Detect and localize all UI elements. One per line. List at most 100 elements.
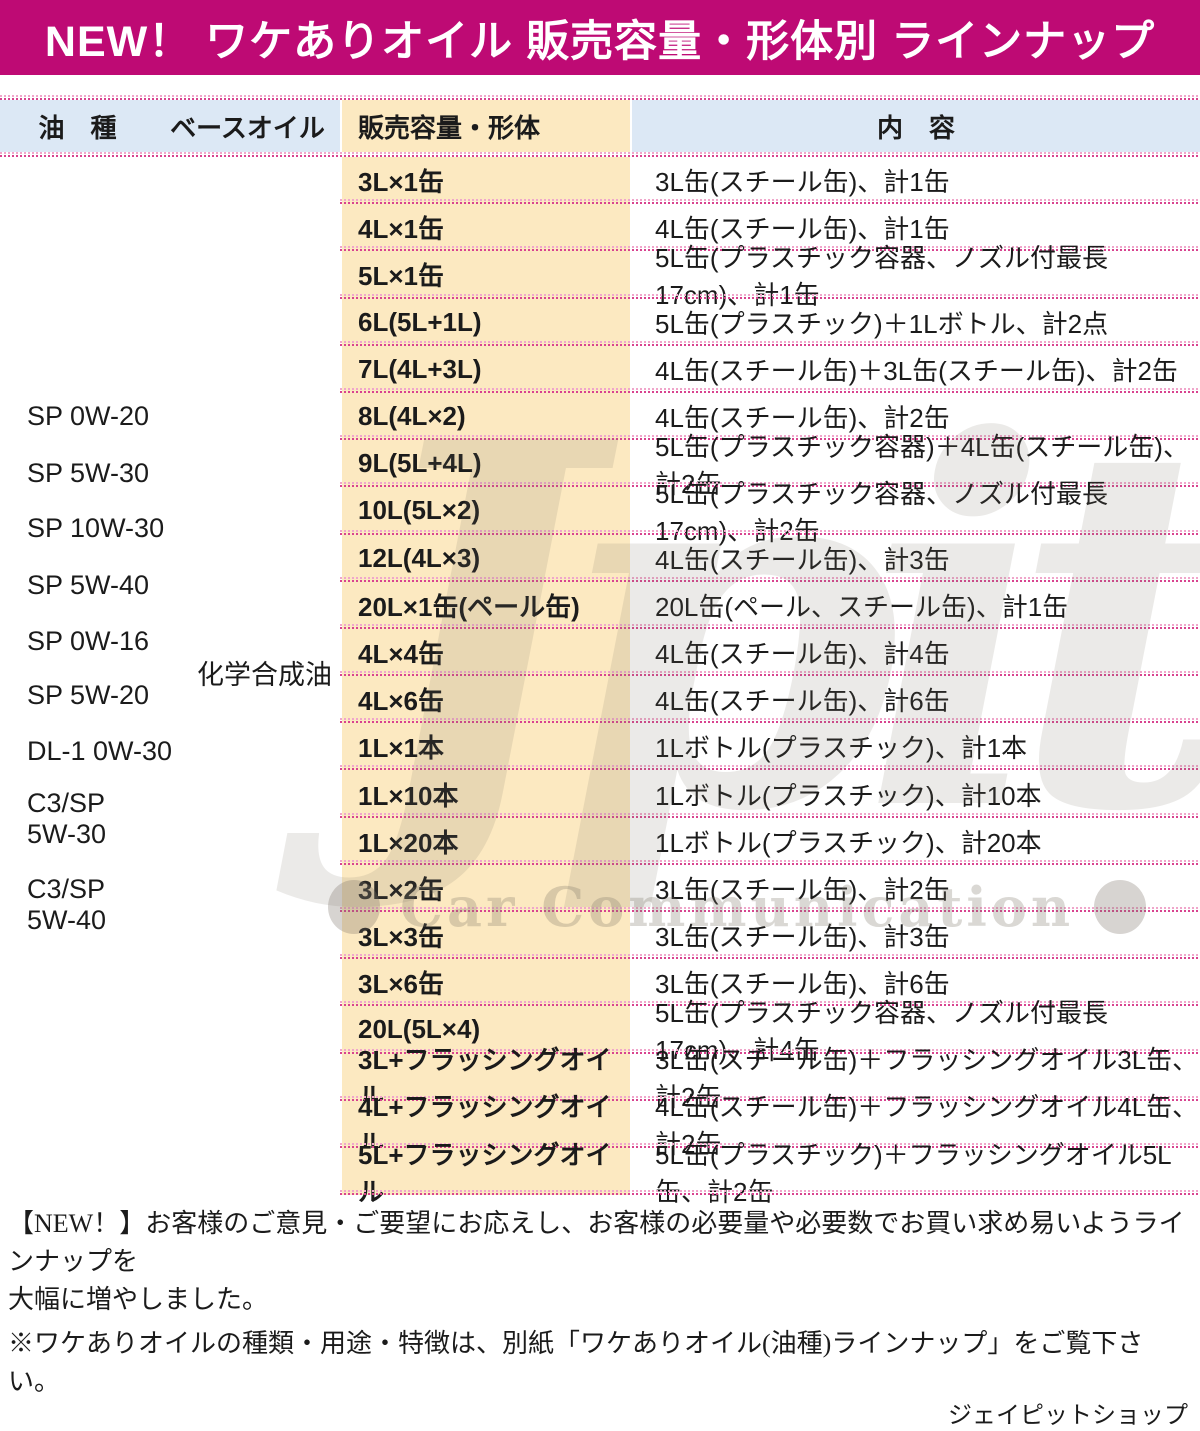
row-separator xyxy=(340,576,1200,582)
oil-type-item: SP 5W-20 xyxy=(27,680,150,710)
volume-form-cell: 3L×1缶 xyxy=(340,157,632,205)
table-row: 4L×4缶 4L缶(スチール缶)、計4缶 xyxy=(340,628,1200,677)
column-header-contents: 内 容 xyxy=(632,100,1200,152)
table-header-row: 油 種 ベースオイル 販売容量・形体 内 容 xyxy=(0,100,1200,152)
contents-cell: 5L缶(プラスチック容器、ノズル付最長17cm)、計2缶 xyxy=(655,478,1109,546)
volume-form-cell: 3L+フラッシングオイル xyxy=(340,1045,632,1112)
table-row: 3L×6缶 3L缶(スチール缶)、計6缶 xyxy=(340,959,1200,1007)
oil-type-item: SP 10W-30 xyxy=(27,513,165,543)
volume-form-cell: 1L×20本 xyxy=(340,817,632,865)
volume-form-cell: 7L(4L+3L) xyxy=(340,345,632,393)
oil-type-item: DL-1 0W-30 xyxy=(27,736,173,766)
contents-cell: 4L缶(スチール缶)＋3L缶(スチール缶)、計2缶 xyxy=(655,355,1178,386)
volume-form-cell: 5L+フラッシングオイル xyxy=(340,1140,632,1207)
title-bar: NEW！ ワケありオイル 販売容量・形体別 ラインナップ xyxy=(0,0,1200,75)
page-title: NEW！ ワケありオイル 販売容量・形体別 ラインナップ xyxy=(44,17,1156,66)
contents-cell: 5L缶(プラスチック容器、ノズル付最長17cm)、計1缶 xyxy=(655,242,1109,310)
volume-form-cell: 20L(5L×4) xyxy=(340,1006,632,1054)
volume-form-cell: 5L×1缶 xyxy=(340,251,632,299)
table-row: 3L×1缶 3L缶(スチール缶)、計1缶 xyxy=(340,157,1200,205)
volume-form-cell: 8L(4L×2) xyxy=(340,392,632,441)
volume-form-cell: 6L(5L+1L) xyxy=(340,298,632,346)
oil-type-item: SP 0W-20 xyxy=(27,401,150,431)
volume-rows: 3L×1缶 3L缶(スチール缶)、計1缶 4L×1缶 4L缶(スチール缶)、計1缶 5L… xyxy=(340,157,1200,1207)
table-row: 4L×1缶 4L缶(スチール缶)、計1缶 xyxy=(340,204,1200,252)
table-row: 4L+フラッシングオイル4L缶(スチール缶)＋フラッシングオイル4L缶、計2缶 xyxy=(340,1092,1200,1159)
table-row: 10L(5L×2) 5L缶(プラスチック容器、ノズル付最長17cm)、計2缶 xyxy=(340,478,1200,546)
row-separator xyxy=(340,293,1200,299)
row-separator xyxy=(340,954,1200,960)
oil-type-item: C3/SP 5W-30 xyxy=(27,788,107,849)
column-header-oil-type: 油 種 xyxy=(0,100,155,152)
table-row: 9L(5L+4L) 5L缶(プラスチック容器)＋4L缶(スチール缶)、計2缶 xyxy=(340,431,1200,499)
row-separator xyxy=(340,199,1200,205)
row-separator xyxy=(340,765,1200,771)
table-row: 3L×2缶 3L缶(スチール缶)、計2缶 xyxy=(340,864,1200,912)
contents-cell: 1Lボトル(プラスチック)、計1本 xyxy=(655,733,1028,764)
footer-note-line1: 【NEW！】お客様のご意見・ご要望にお応えし、お客様の必要量や必要数でお買い求め… xyxy=(8,1209,1185,1276)
contents-cell: 5L缶(プラスチック)＋フラッシングオイル5L缶、計2缶 xyxy=(655,1139,1172,1207)
row-separator xyxy=(340,718,1200,724)
table-row: 5L×1缶 5L缶(プラスチック容器、ノズル付最長17cm)、計1缶 xyxy=(340,242,1200,310)
table-row: 4L×6缶 4L缶(スチール缶)、計6缶 xyxy=(340,676,1200,724)
table-row: 3L×3缶 3L缶(スチール缶)、計3缶 xyxy=(340,912,1200,960)
column-header-base-oil: ベースオイル xyxy=(155,100,340,152)
volume-form-cell: 4L×4缶 xyxy=(340,628,632,677)
footer-reference-note: ※ワケありオイルの種類・用途・特徴は、別紙「ワケありオイル(油種)ラインナップ」… xyxy=(8,1329,1144,1396)
table-row: 5L+フラッシングオイル 5L缶(プラスチック)＋フラッシングオイル5L缶、計2缶 xyxy=(340,1139,1200,1207)
table-row: 8L(4L×2) 4L缶(スチール缶)、計2缶 xyxy=(340,392,1200,441)
table-row: 1L×1本 1Lボトル(プラスチック)、計1本 xyxy=(340,723,1200,771)
volume-form-cell: 1L×10本 xyxy=(340,770,632,818)
row-separator xyxy=(340,1001,1200,1007)
volume-form-cell: 4L×1缶 xyxy=(340,204,632,252)
volume-form-cell: 9L(5L+4L) xyxy=(340,440,632,488)
contents-cell: 5L缶(プラスチック容器)＋4L缶(スチール缶)、計2缶 xyxy=(655,431,1189,499)
volume-form-cell: 3L×2缶 xyxy=(340,864,632,912)
row-separator xyxy=(340,435,1200,441)
table-row: 3L+フラッシングオイル3L缶(スチール缶)＋フラッシングオイル3L缶、計2缶 xyxy=(340,1045,1200,1112)
shop-name: ジェイピットショップ xyxy=(948,1402,1188,1429)
volume-form-cell: 1L×1本 xyxy=(340,723,632,771)
contents-cell: 4L缶(スチール缶)、計4缶 xyxy=(655,638,950,669)
base-oil-value: 化学合成油 xyxy=(197,660,332,690)
row-separator xyxy=(340,907,1200,912)
table-row: 1L×20本 1Lボトル(プラスチック)、計20本 xyxy=(340,817,1200,865)
volume-form-cell: 3L×3缶 xyxy=(340,912,632,960)
row-separator xyxy=(340,340,1200,346)
contents-cell: 1Lボトル(プラスチック)、計10本 xyxy=(655,780,1042,811)
contents-cell: 3L缶(スチール缶)、計6缶 xyxy=(655,969,950,1000)
footer: 【NEW！】お客様のご意見・ご要望にお応えし、お客様の必要量や必要数でお買い求め… xyxy=(8,1205,1188,1431)
row-separator xyxy=(340,387,1200,393)
column-header-volume-form: 販売容量・形体 xyxy=(340,100,632,152)
contents-cell: 5L缶(プラスチック)＋1Lボトル、計2点 xyxy=(655,308,1109,339)
volume-form-cell: 4L+フラッシングオイル xyxy=(340,1092,632,1159)
oil-type-item: SP 5W-30 xyxy=(27,458,150,488)
contents-cell: 20L缶(ペール、スチール缶)、計1缶 xyxy=(655,591,1069,622)
oil-type-item: C3/SP 5W-40 xyxy=(27,874,107,935)
row-separator xyxy=(340,671,1200,677)
contents-cell: 4L缶(スチール缶)、計6缶 xyxy=(655,686,950,717)
oil-type-item: SP 5W-40 xyxy=(27,570,150,600)
volume-form-cell: 10L(5L×2) xyxy=(340,487,632,535)
row-separator xyxy=(340,812,1200,818)
table-row: 12L(4L×3) 4L缶(スチール缶)、計3缶 xyxy=(340,534,1200,582)
row-separator xyxy=(340,1095,1200,1101)
row-separator xyxy=(340,1048,1200,1054)
contents-cell: 4L缶(スチール缶)、計2缶 xyxy=(655,403,950,434)
contents-cell: 4L缶(スチール缶)、計3缶 xyxy=(655,544,950,575)
contents-cell: 3L缶(スチール缶)、計2缶 xyxy=(655,874,950,905)
footer-note-line2: 大幅に増やしました。 xyxy=(8,1285,269,1314)
contents-cell: 1Lボトル(プラスチック)、計20本 xyxy=(655,827,1042,858)
table-row: 1L×10本 1Lボトル(プラスチック)、計10本 xyxy=(340,770,1200,818)
row-separator xyxy=(340,246,1200,252)
table-body: 化学合成油 SP 0W-20 SP 5W-30 SP 10W-30 SP 5W-40 S… xyxy=(0,157,1200,1207)
contents-cell: 3L缶(スチール缶)、計1缶 xyxy=(655,167,950,198)
row-separator xyxy=(340,1142,1200,1148)
oil-type-cell: 化学合成油 SP 0W-20 SP 5W-30 SP 10W-30 SP 5W-40 S… xyxy=(0,157,340,1197)
volume-form-cell: 12L(4L×3) xyxy=(340,534,632,582)
contents-cell: 4L缶(スチール缶)、計1缶 xyxy=(655,214,950,245)
table-top-border xyxy=(0,95,1200,100)
row-separator xyxy=(340,859,1200,865)
table-row: 6L(5L+1L) 5L缶(プラスチック)＋1Lボトル、計2点 xyxy=(340,298,1200,346)
